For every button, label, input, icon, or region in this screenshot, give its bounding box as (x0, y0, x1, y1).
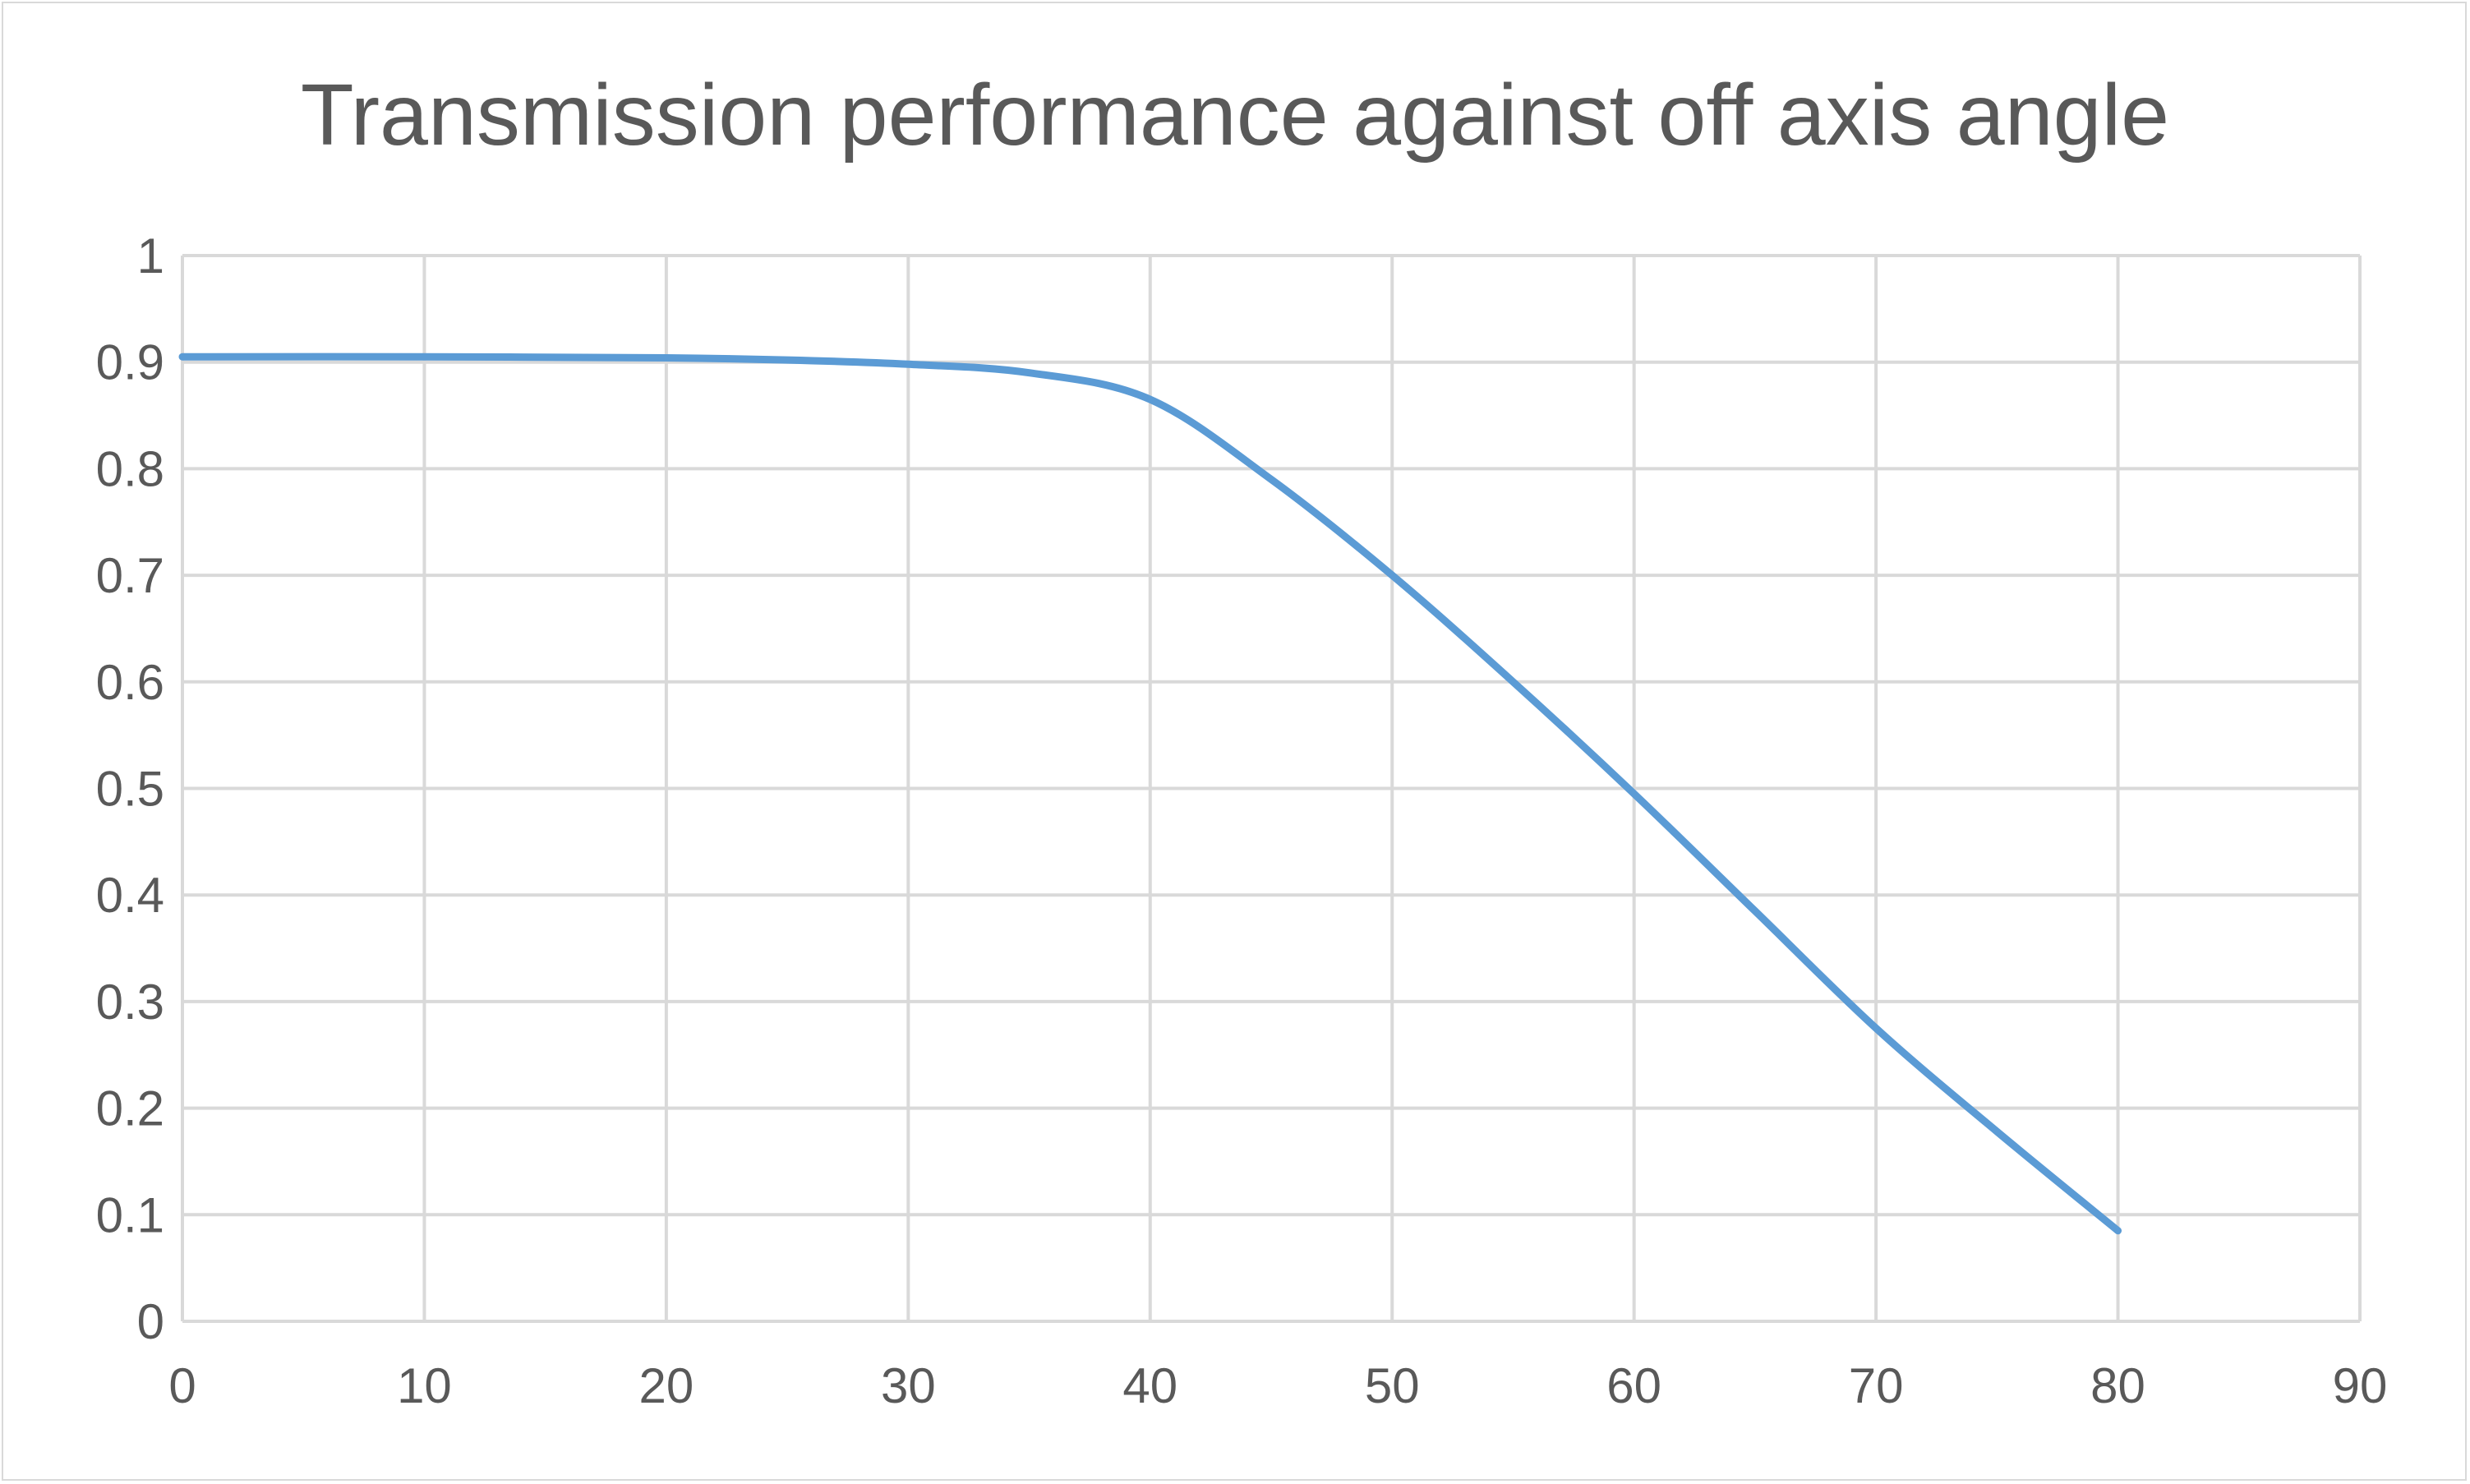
y-tick-label: 0.5 (96, 762, 164, 817)
y-tick-label: 0.6 (96, 655, 164, 710)
y-tick-label: 0.7 (96, 548, 164, 603)
y-tick-label: 0.4 (96, 868, 164, 923)
x-tick-label: 0 (168, 1358, 196, 1413)
chart-title: Transmission performance against off axi… (301, 67, 2169, 164)
y-tick-label: 0 (137, 1294, 164, 1349)
x-tick-label: 60 (1606, 1358, 1661, 1413)
series-layer (178, 353, 2122, 1235)
x-tick-label: 70 (1849, 1358, 1904, 1413)
tick-labels: 00.10.20.30.40.50.60.70.80.910 10 20 30 40 50… (96, 228, 2388, 1413)
y-tick-label: 1 (137, 228, 164, 283)
gridlines (182, 254, 2362, 1321)
x-tick-label: 20 (639, 1358, 694, 1413)
axes (181, 256, 2360, 1323)
y-tick-label: 0.8 (96, 441, 164, 496)
x-tick-label: 90 (2333, 1358, 2388, 1413)
y-tick-label: 0.3 (96, 975, 164, 1030)
y-tick-label: 0.9 (96, 335, 164, 390)
x-tick-label: 40 (1122, 1358, 1177, 1413)
x-tick-label: 80 (2090, 1358, 2145, 1413)
x-tick-label: 50 (1365, 1358, 1420, 1413)
x-tick-label: 10 (397, 1358, 452, 1413)
y-tick-label: 0.1 (96, 1187, 164, 1242)
y-tick-label: 0.2 (96, 1081, 164, 1136)
series-line (178, 353, 2122, 1235)
x-tick-label: 30 (881, 1358, 936, 1413)
